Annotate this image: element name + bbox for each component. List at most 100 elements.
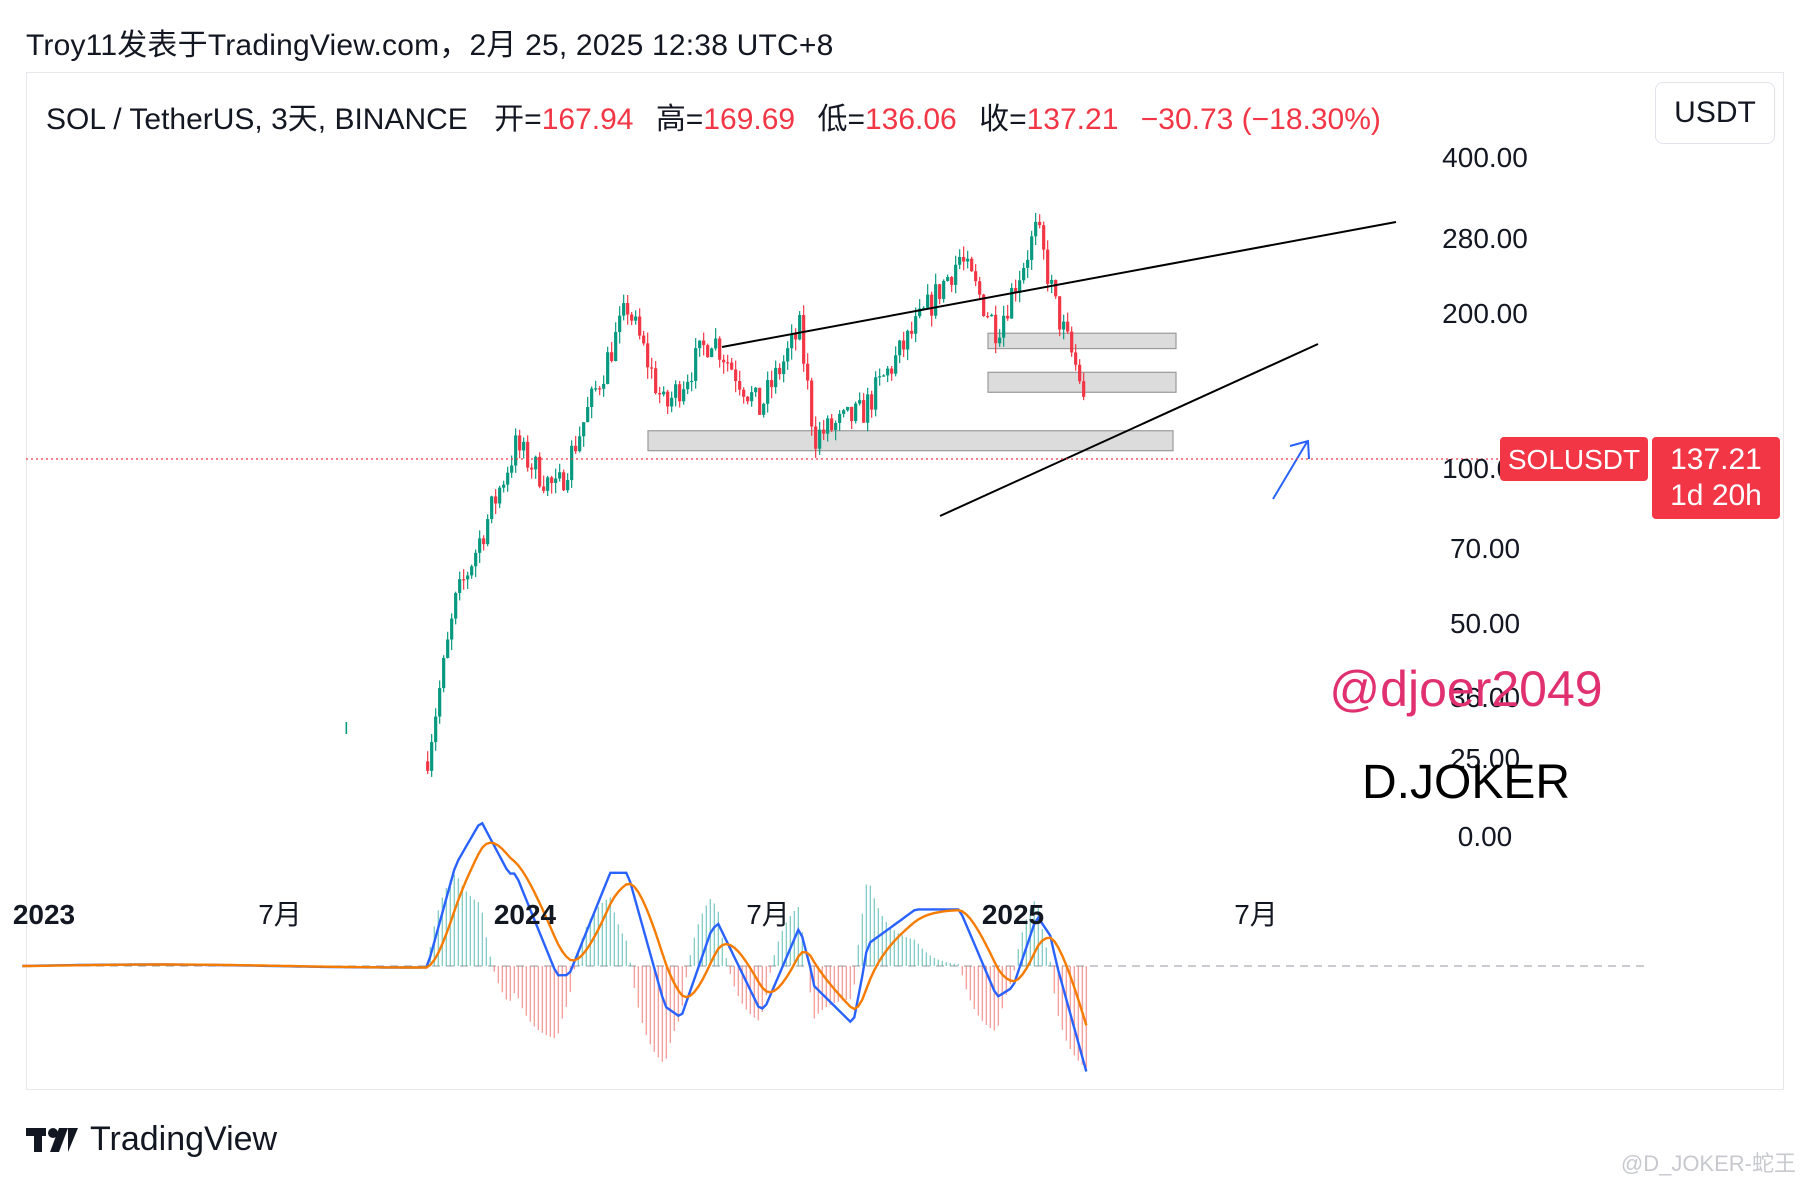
candle-body xyxy=(474,552,478,567)
time-tick-label: 2025 xyxy=(982,899,1044,930)
candle-body xyxy=(630,314,634,321)
price-tag: SOLUSDT 137.21 1d 20h xyxy=(1500,437,1780,519)
candle-body xyxy=(878,376,882,378)
brand-name: TradingView xyxy=(90,1120,278,1158)
candle-body xyxy=(506,472,510,485)
candle-body xyxy=(1042,225,1046,250)
candle-body xyxy=(874,377,878,410)
candle-body xyxy=(622,303,626,316)
candle-body xyxy=(654,368,658,393)
legend-high-value: 169.69 xyxy=(703,103,796,136)
candle-body xyxy=(766,380,770,404)
candle-body xyxy=(902,340,906,350)
price-tick-label: 50.00 xyxy=(1450,608,1520,639)
legend-change: −30.73 (−18.30%) xyxy=(1140,103,1381,136)
candle-body xyxy=(434,716,438,743)
trendlines xyxy=(721,221,1397,517)
legend-low-label: 低= xyxy=(817,103,865,136)
candle-body xyxy=(970,258,974,272)
chart-legend: SOL / TetherUS, 3天, BINANCE 开=167.94 高=1… xyxy=(46,94,1395,138)
candle-body xyxy=(986,315,990,318)
candle-body xyxy=(898,340,902,356)
candle-body xyxy=(854,403,858,422)
candle-body xyxy=(978,281,982,295)
candle-body xyxy=(682,389,686,402)
symbol-tag xyxy=(1500,437,1648,481)
symbol-tag-text: SOLUSDT xyxy=(1508,444,1640,475)
candle-body xyxy=(738,381,742,390)
price-tag-price: 137.21 xyxy=(1670,443,1762,476)
candle-body xyxy=(938,284,942,299)
candle-body xyxy=(546,477,550,491)
candle-body xyxy=(894,355,898,374)
candle-body xyxy=(790,333,794,349)
candle-body xyxy=(942,280,946,299)
candle-body xyxy=(686,381,690,390)
support-zones xyxy=(647,332,1177,452)
candle-body xyxy=(730,362,734,370)
candle-body xyxy=(570,445,574,481)
handle-annotation: @djoer2049 xyxy=(1329,661,1602,717)
signature-annotation: D.JOKER xyxy=(1362,756,1570,809)
legend-close-label: 收= xyxy=(979,103,1027,136)
legend-symbol: SOL / TetherUS, 3天, BINANCE xyxy=(46,103,468,136)
candle-body xyxy=(974,271,978,282)
tradingview-brand[interactable]: TradingView xyxy=(26,1120,277,1159)
candle-body xyxy=(522,441,526,451)
candle-body xyxy=(594,388,598,390)
candle-body xyxy=(998,337,1002,344)
candle-body xyxy=(1002,315,1006,338)
candle-body xyxy=(510,465,514,473)
time-tick-label: 2023 xyxy=(13,899,75,930)
candle-body xyxy=(826,418,830,434)
candle-body xyxy=(494,496,498,504)
time-axis[interactable]: 2023 7月 2024 7月 2025 7月 xyxy=(13,899,1278,930)
upper-trendline xyxy=(721,221,1397,348)
candle-body xyxy=(426,761,430,771)
candle-body xyxy=(502,484,506,488)
candle-body xyxy=(990,314,994,317)
candle-body xyxy=(642,335,646,344)
candle-body xyxy=(478,538,482,553)
price-tick-label: 70.00 xyxy=(1450,533,1520,564)
price-axis[interactable]: 400.00280.00200.00100.0070.0050.0036.002… xyxy=(1442,142,1528,852)
candle-body xyxy=(862,400,866,423)
candle-body xyxy=(830,418,834,430)
candle-body xyxy=(530,467,534,470)
candle-body xyxy=(1010,287,1014,319)
macd-indicator xyxy=(22,821,1650,1072)
support-zone xyxy=(647,430,1174,452)
candle-body xyxy=(742,389,746,397)
candles xyxy=(345,212,1086,777)
candle-body xyxy=(470,566,474,576)
publish-caption: Troy11发表于TradingView.com，2月 25, 2025 12:… xyxy=(26,29,834,62)
candle-body xyxy=(1050,279,1054,284)
candle-body xyxy=(598,388,602,390)
candle-body xyxy=(1062,321,1066,330)
candle-body xyxy=(450,618,454,640)
tradingview-logo-icon xyxy=(26,1127,78,1152)
candle-body xyxy=(886,368,890,376)
candle-body xyxy=(798,315,802,340)
candle-body xyxy=(950,277,954,285)
candle-body xyxy=(722,359,726,363)
time-tick-label: 7月 xyxy=(258,899,302,930)
candle-body xyxy=(1038,221,1042,226)
candle-body xyxy=(822,429,826,434)
legend-open-label: 开= xyxy=(494,103,542,136)
candle-body xyxy=(762,403,766,415)
candle-body xyxy=(834,423,838,430)
candle-body xyxy=(1082,381,1086,397)
candle-body xyxy=(814,426,818,449)
candle-body xyxy=(658,392,662,395)
currency-button[interactable]: USDT xyxy=(1655,82,1775,144)
candle-body xyxy=(770,380,774,388)
time-tick-label: 7月 xyxy=(746,899,790,930)
candle-body xyxy=(1046,249,1050,284)
candle-body xyxy=(558,472,562,479)
candle-body xyxy=(994,314,998,344)
candle-body xyxy=(486,519,490,545)
candle-body xyxy=(618,315,622,333)
candle-body xyxy=(602,383,606,389)
